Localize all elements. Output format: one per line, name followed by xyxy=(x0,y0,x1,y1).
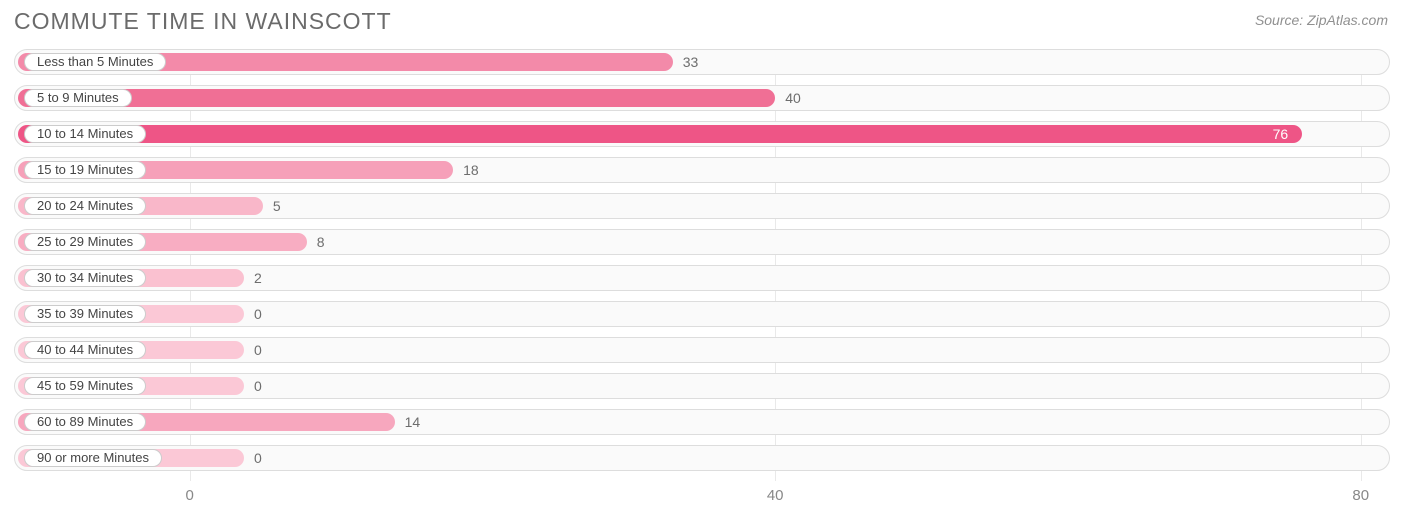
bar-category-pill: 60 to 89 Minutes xyxy=(24,413,146,431)
axis-tick-label: 80 xyxy=(1352,487,1369,504)
bar-row: 90 or more Minutes 0 xyxy=(14,445,1390,471)
bar-category-pill: Less than 5 Minutes xyxy=(24,53,166,71)
bar-category-pill: 15 to 19 Minutes xyxy=(24,161,146,179)
bar-category-pill: 45 to 59 Minutes xyxy=(24,377,146,395)
bar-value-label: 18 xyxy=(453,157,479,183)
bar-row: 5 to 9 Minutes 40 xyxy=(14,85,1390,111)
bar-row: 45 to 59 Minutes 0 xyxy=(14,373,1390,399)
bar-row: 15 to 19 Minutes 18 xyxy=(14,157,1390,183)
bar-category-pill: 40 to 44 Minutes xyxy=(24,341,146,359)
bar-row: 30 to 34 Minutes 2 xyxy=(14,265,1390,291)
bar-category-pill: 30 to 34 Minutes xyxy=(24,269,146,287)
x-axis: 0 40 80 xyxy=(14,481,1390,511)
bar-value-label: 0 xyxy=(244,445,262,471)
bar-row: 60 to 89 Minutes 14 xyxy=(14,409,1390,435)
bar-category-pill: 35 to 39 Minutes xyxy=(24,305,146,323)
bar-row: 20 to 24 Minutes 5 xyxy=(14,193,1390,219)
axis-tick-label: 40 xyxy=(767,487,784,504)
bar-row: 40 to 44 Minutes 0 xyxy=(14,337,1390,363)
bar-value-label: 33 xyxy=(673,49,699,75)
bar-value-label: 76 xyxy=(14,121,1302,147)
bar-value-label: 14 xyxy=(395,409,421,435)
chart-header: COMMUTE TIME IN WAINSCOTT Source: ZipAtl… xyxy=(14,8,1392,35)
axis-tick-label: 0 xyxy=(185,487,193,504)
bar-value-label: 8 xyxy=(307,229,325,255)
bar-row: 35 to 39 Minutes 0 xyxy=(14,301,1390,327)
bar-row: Less than 5 Minutes 33 xyxy=(14,49,1390,75)
bar-value-label: 0 xyxy=(244,301,262,327)
bar-category-pill: 5 to 9 Minutes xyxy=(24,89,132,107)
plot-area: Less than 5 Minutes 33 5 to 9 Minutes 40 10 … xyxy=(14,49,1390,481)
chart-source: Source: ZipAtlas.com xyxy=(1255,12,1388,28)
bar-row: 10 to 14 Minutes76 xyxy=(14,121,1390,147)
bar-category-pill: 20 to 24 Minutes xyxy=(24,197,146,215)
bar-value-label: 0 xyxy=(244,337,262,363)
bar-value-label: 2 xyxy=(244,265,262,291)
bar-row: 25 to 29 Minutes 8 xyxy=(14,229,1390,255)
bar-value-label: 0 xyxy=(244,373,262,399)
bar-category-pill: 25 to 29 Minutes xyxy=(24,233,146,251)
bar-value-label: 5 xyxy=(263,193,281,219)
chart-title: COMMUTE TIME IN WAINSCOTT xyxy=(14,8,392,35)
chart-container: COMMUTE TIME IN WAINSCOTT Source: ZipAtl… xyxy=(0,0,1406,523)
bar-value-label: 40 xyxy=(775,85,801,111)
bar-category-pill: 90 or more Minutes xyxy=(24,449,162,467)
